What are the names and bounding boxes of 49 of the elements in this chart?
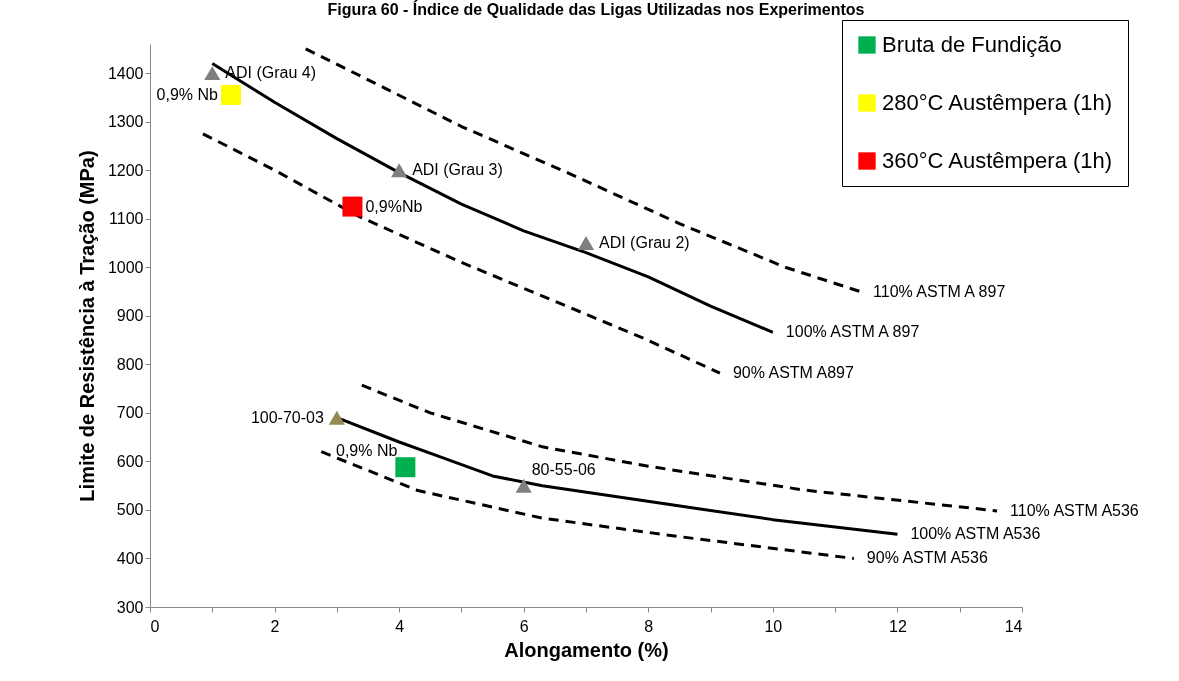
y-tick-label: 300 bbox=[116, 598, 144, 616]
point bbox=[515, 478, 532, 493]
y-tick-label: 900 bbox=[116, 307, 144, 325]
x-tick-label: 12 bbox=[889, 617, 907, 635]
legend-label: 280°C Austêmpera (1h) bbox=[882, 90, 1113, 115]
y-tick-label: 1300 bbox=[107, 113, 144, 131]
x-tick-label: 14 bbox=[1004, 617, 1023, 635]
annotation: 100% ASTM A536 bbox=[910, 525, 1041, 543]
annotation: 0,9% Nb bbox=[156, 85, 219, 103]
y-tick-label: 1400 bbox=[107, 64, 144, 82]
y-tick-label: 600 bbox=[116, 452, 144, 470]
y-tick-label: 700 bbox=[116, 404, 144, 422]
x-tick-label: 0 bbox=[150, 617, 160, 635]
annotation: 90% ASTM A897 bbox=[732, 364, 854, 382]
annotation: 0,9% Nb bbox=[336, 442, 398, 460]
legend-label: Bruta de Fundição bbox=[882, 32, 1062, 57]
x-tick-label: 6 bbox=[519, 617, 529, 635]
y-axis-title: Limite de Resistência à Tração (MPa) bbox=[75, 150, 98, 502]
y-tick-label: 500 bbox=[116, 501, 144, 519]
point bbox=[342, 196, 363, 217]
line-series bbox=[201, 132, 722, 375]
y-tick-label: 800 bbox=[116, 355, 144, 373]
point bbox=[204, 66, 221, 81]
annotation: 80-55-06 bbox=[531, 460, 596, 478]
line-series bbox=[304, 47, 862, 294]
y-tick-label: 1200 bbox=[107, 161, 144, 179]
y-tick-label: 1100 bbox=[109, 210, 144, 228]
x-tick-label: 8 bbox=[644, 617, 654, 635]
annotation: 100% ASTM A 897 bbox=[785, 323, 920, 341]
point bbox=[577, 236, 595, 250]
annotation: 90% ASTM A536 bbox=[866, 549, 988, 567]
x-tick-label: 10 bbox=[764, 617, 783, 635]
x-axis-title: Alongamento (%) bbox=[504, 638, 669, 661]
annotation: 110% ASTM A536 bbox=[1010, 501, 1139, 519]
y-tick-label: 1000 bbox=[107, 258, 144, 276]
annotation: 100-70-03 bbox=[250, 408, 324, 426]
y-tick-label: 400 bbox=[116, 549, 144, 567]
x-tick-label: 4 bbox=[395, 617, 405, 635]
annotation: 110% ASTM A 897 bbox=[873, 282, 1006, 300]
x-tick-label: 2 bbox=[270, 617, 280, 635]
point bbox=[395, 457, 416, 478]
legend-label: 360°C Austêmpera (1h) bbox=[882, 148, 1113, 173]
annotation: ADI (Grau 3) bbox=[412, 161, 503, 179]
chart-title: Figura 60 - Índice de Qualidade das Ligas Utilizadas nos Experimentos bbox=[327, 0, 865, 18]
point bbox=[391, 163, 408, 178]
point bbox=[328, 410, 345, 425]
annotation: 0,9%Nb bbox=[365, 197, 423, 215]
point bbox=[220, 84, 241, 105]
annotation: ADI (Grau 2) bbox=[599, 233, 690, 251]
